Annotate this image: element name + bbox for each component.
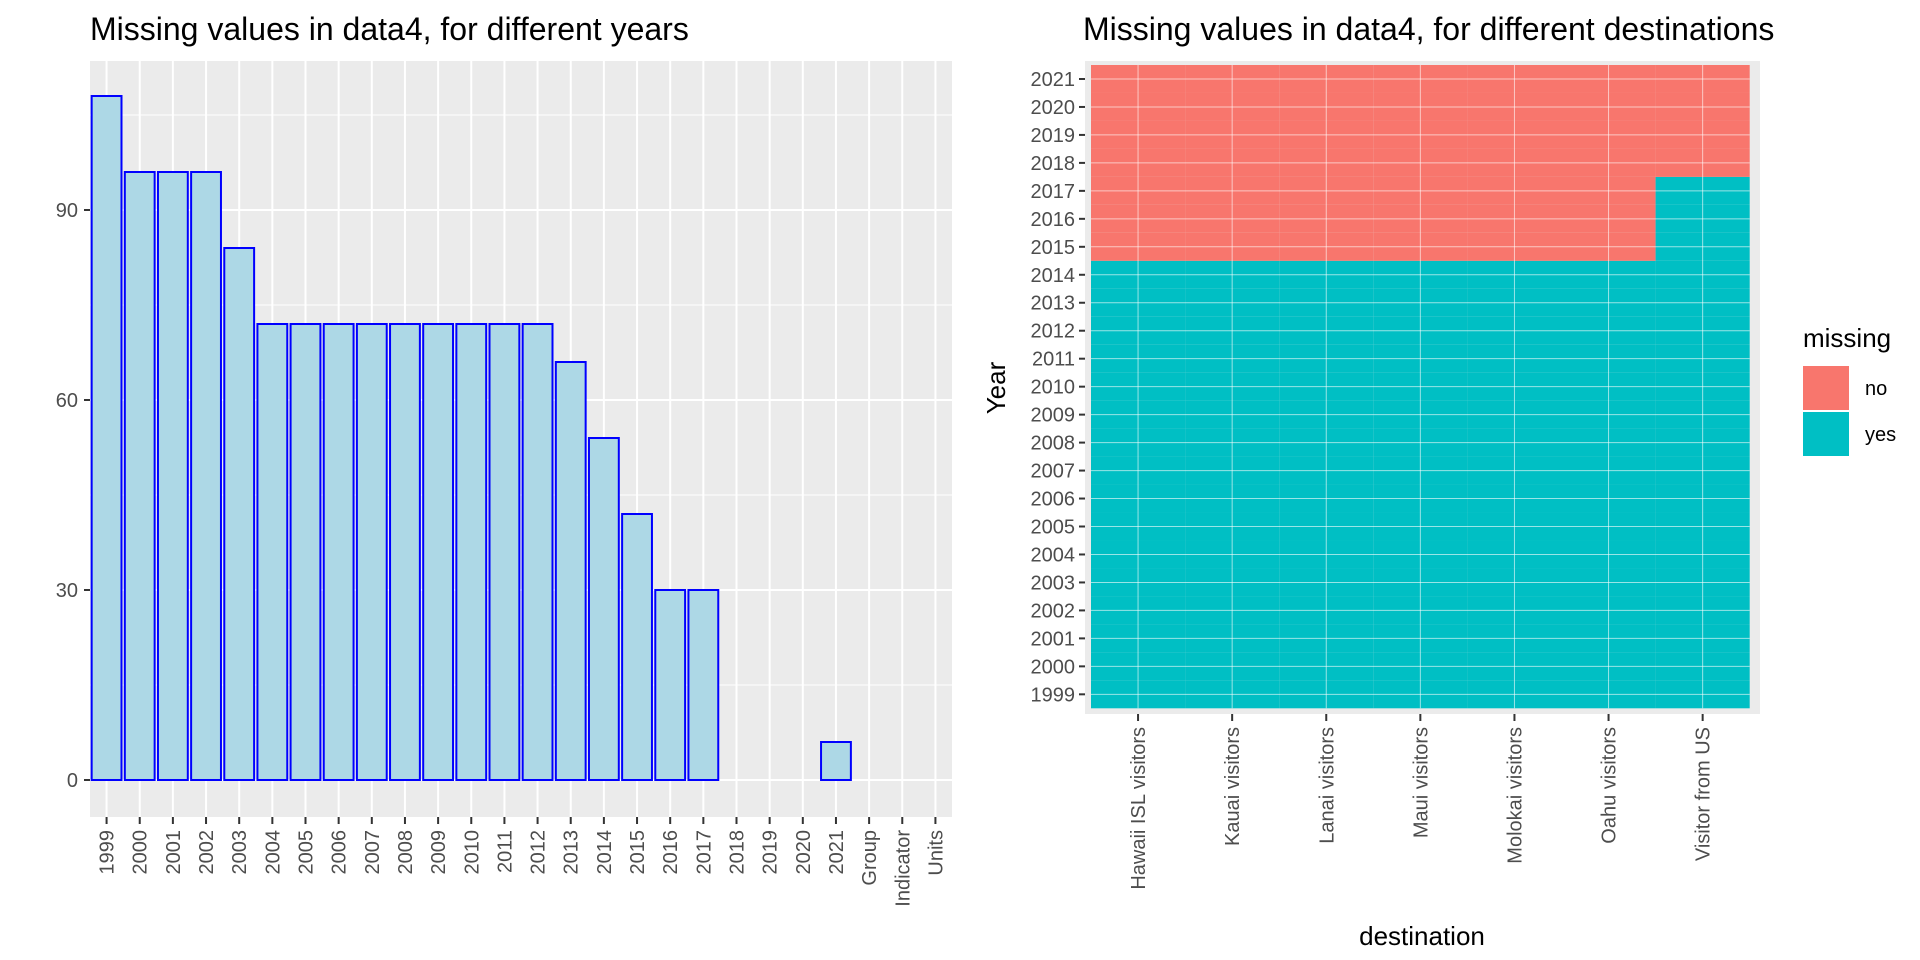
heatmap-y-tick-label: 2002 xyxy=(1031,600,1076,622)
x-tick-label: 2017 xyxy=(693,830,715,875)
bar xyxy=(488,323,521,781)
x-tick-label: 2001 xyxy=(163,830,185,875)
heatmap-y-tick-label: 2000 xyxy=(1031,656,1076,678)
bar xyxy=(820,741,852,781)
x-tick-label: Indicator xyxy=(892,830,914,907)
heatmap-y-tick-label: 2021 xyxy=(1031,69,1076,91)
heatmap-y-tick-label: 2011 xyxy=(1032,349,1075,371)
heatmap-x-axis: Hawaii ISL visitors Kauai visitors Lanai v… xyxy=(1128,714,1715,890)
y-tick-label: 30 xyxy=(56,580,78,602)
bar xyxy=(90,95,123,781)
heatmap-x-tick-label: Maui visitors xyxy=(1410,727,1432,838)
bar xyxy=(687,589,720,781)
legend-swatch-yes xyxy=(1803,412,1849,456)
x-tick-label: 2005 xyxy=(296,830,318,875)
bar xyxy=(256,323,289,781)
x-tick-label: 2006 xyxy=(329,830,351,875)
heatmap-x-tick-label: Visitor from US xyxy=(1693,727,1715,861)
heatmap-y-tick-label: 2004 xyxy=(1031,544,1076,566)
x-tick-label: 2020 xyxy=(793,830,815,875)
heatmap-y-tick-label: 2018 xyxy=(1031,153,1076,175)
heatmap-y-tick-label: 2009 xyxy=(1031,405,1076,427)
bar xyxy=(621,513,653,781)
heatmap-y-tick-label: 2010 xyxy=(1031,377,1076,399)
heatmap-y-tick-label: 2013 xyxy=(1031,293,1076,315)
bar xyxy=(554,361,587,781)
bar xyxy=(654,589,687,781)
legend-swatch-no xyxy=(1803,366,1849,410)
x-tick-label: 2007 xyxy=(362,830,384,875)
heatmap-y-tick-label: 2017 xyxy=(1031,181,1076,203)
bar xyxy=(190,171,222,781)
heatmap-x-axis-title: destination xyxy=(1359,921,1485,951)
heatmap-y-tick-label: 2008 xyxy=(1031,433,1076,455)
bar-chart-bars xyxy=(90,95,852,781)
bar xyxy=(355,323,388,781)
heatmap-chart: Missing values in data4, for different d… xyxy=(981,11,1896,951)
x-tick-label: 2004 xyxy=(262,830,284,875)
heatmap-y-tick-label: 2019 xyxy=(1031,125,1076,147)
bar-chart-y-axis: 0 30 60 90 xyxy=(56,200,90,792)
x-tick-label: 2003 xyxy=(229,830,251,875)
heatmap-legend: missing no yes xyxy=(1803,323,1896,456)
x-tick-label: 2011 xyxy=(494,830,516,873)
heatmap-x-tick-label: Hawaii ISL visitors xyxy=(1128,727,1150,890)
x-tick-label: 2021 xyxy=(826,830,848,875)
x-tick-label: 2018 xyxy=(727,830,749,875)
bar xyxy=(289,323,322,781)
x-tick-label: Group xyxy=(859,830,881,886)
heatmap-y-tick-label: 2003 xyxy=(1031,572,1076,594)
heatmap-x-tick-label: Lanai visitors xyxy=(1316,727,1338,844)
heatmap-y-axis-title: Year xyxy=(981,361,1011,414)
bar xyxy=(322,323,355,781)
bar xyxy=(521,323,554,781)
bar-chart-title: Missing values in data4, for different y… xyxy=(90,11,689,47)
heatmap-y-axis: 1999 2000 2001 2002 2003 2004 2005 2006 2007 2008… xyxy=(1031,69,1085,706)
x-tick-label: Units xyxy=(925,830,947,876)
heatmap-x-tick-label: Oahu visitors xyxy=(1599,727,1621,844)
heatmap-y-tick-label: 2020 xyxy=(1031,97,1076,119)
x-tick-label: 2008 xyxy=(395,830,417,875)
heatmap-y-tick-label: 2007 xyxy=(1031,461,1076,483)
x-tick-label: 1999 xyxy=(97,830,119,875)
bar xyxy=(587,437,620,781)
heatmap-y-tick-label: 1999 xyxy=(1031,684,1076,706)
x-tick-label: 2014 xyxy=(594,830,616,875)
heatmap-y-tick-label: 2015 xyxy=(1031,237,1076,259)
bar xyxy=(389,323,421,781)
x-tick-label: 2000 xyxy=(130,830,152,875)
heatmap-x-tick-label: Kauai visitors xyxy=(1222,727,1244,846)
heatmap-grid xyxy=(1091,65,1750,709)
heatmap-y-tick-label: 2012 xyxy=(1031,321,1076,343)
y-tick-label: 90 xyxy=(56,200,78,222)
x-tick-label: 2010 xyxy=(461,830,483,875)
bar xyxy=(123,171,156,781)
bar xyxy=(223,247,256,781)
heatmap-y-tick-label: 2005 xyxy=(1031,517,1076,539)
bar xyxy=(422,323,455,781)
x-tick-label: 2016 xyxy=(660,830,682,875)
heatmap-x-tick-label: Molokai visitors xyxy=(1504,727,1526,864)
bar-chart: Missing values in data4, for different y… xyxy=(56,11,952,907)
heatmap-y-tick-label: 2006 xyxy=(1031,489,1076,511)
x-tick-label: 2015 xyxy=(627,830,649,875)
x-tick-label: 2002 xyxy=(196,830,218,875)
y-tick-label: 0 xyxy=(67,770,78,792)
x-tick-label: 2013 xyxy=(561,830,583,875)
heatmap-y-tick-label: 2014 xyxy=(1031,265,1076,287)
heatmap-title: Missing values in data4, for different d… xyxy=(1083,11,1774,47)
y-tick-label: 60 xyxy=(56,390,78,412)
legend-title: missing xyxy=(1803,323,1891,353)
x-tick-label: 2019 xyxy=(760,830,782,875)
x-tick-label: 2009 xyxy=(428,830,450,875)
legend-label-yes: yes xyxy=(1865,424,1896,446)
heatmap-y-tick-label: 2016 xyxy=(1031,209,1076,231)
bar-chart-x-axis: 1999 2000 2001 2002 2003 2004 2005 2006 2007 2008… xyxy=(97,817,947,907)
bar xyxy=(455,323,488,781)
legend-label-no: no xyxy=(1865,378,1887,400)
x-tick-label: 2012 xyxy=(528,830,550,875)
heatmap-y-tick-label: 2001 xyxy=(1031,628,1076,650)
bar xyxy=(156,171,189,781)
